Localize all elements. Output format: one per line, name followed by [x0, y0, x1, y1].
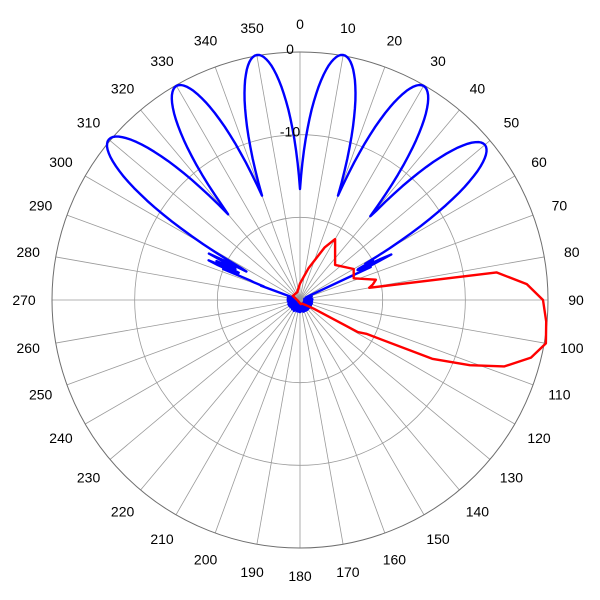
angle-spoke — [140, 299, 301, 491]
angle-tick-label: 90 — [568, 292, 584, 308]
angle-spoke — [175, 299, 301, 515]
angle-tick-label: 160 — [383, 551, 407, 567]
angle-spoke — [55, 256, 301, 301]
angle-spoke — [299, 299, 386, 534]
angle-spoke — [109, 299, 301, 460]
angle-tick-label: 150 — [426, 531, 450, 547]
angle-tick-label: 80 — [564, 244, 580, 260]
angle-tick-label: 10 — [340, 20, 356, 36]
angle-spoke — [299, 55, 344, 301]
angle-spoke — [299, 299, 491, 460]
angle-spoke — [256, 299, 301, 545]
angle-tick-label: 240 — [49, 430, 73, 446]
angle-tick-label: 200 — [194, 551, 218, 567]
angle-tick-label: 320 — [111, 81, 135, 97]
angle-tick-label: 40 — [470, 81, 486, 97]
angle-tick-label: 110 — [548, 386, 571, 402]
series-layer — [105, 53, 548, 368]
angle-spoke — [299, 299, 545, 344]
angle-tick-label: 310 — [77, 115, 101, 131]
angle-tick-label: 70 — [552, 198, 568, 214]
angle-tick-label: 230 — [77, 469, 101, 485]
angle-tick-label: 330 — [150, 53, 174, 69]
angle-tick-label: 100 — [560, 340, 584, 356]
angle-tick-label: 270 — [12, 292, 36, 308]
angle-spoke — [214, 299, 301, 534]
radial-ring — [51, 51, 549, 549]
angle-spoke — [109, 140, 301, 301]
angle-tick-label: 180 — [288, 568, 312, 584]
polar-grid — [51, 51, 549, 549]
angle-tick-label: 170 — [336, 564, 360, 580]
radial-tick-label: -10 — [280, 124, 300, 140]
angle-tick-label: 300 — [49, 154, 73, 170]
angle-tick-label: 220 — [111, 503, 135, 519]
angle-spoke — [256, 55, 301, 301]
angle-tick-label: 290 — [29, 198, 53, 214]
angle-tick-label: 280 — [17, 244, 41, 260]
angle-tick-label: 60 — [531, 154, 547, 170]
radial-tick-label: 0 — [286, 41, 294, 57]
radial-tick-labels: 0 -10 — [280, 41, 300, 140]
angle-tick-label: 250 — [29, 386, 53, 402]
angle-tick-label: 50 — [504, 115, 520, 131]
angle-tick-label: 140 — [466, 503, 490, 519]
angle-spoke — [299, 85, 425, 301]
angle-tick-label: 210 — [150, 531, 174, 547]
angle-tick-label: 130 — [500, 469, 524, 485]
radial-ring — [216, 216, 384, 384]
angle-spoke — [299, 109, 460, 301]
angle-tick-label: 260 — [17, 340, 41, 356]
angle-spoke — [299, 299, 344, 545]
angle-spoke — [299, 256, 545, 301]
angle-tick-label: 190 — [240, 564, 264, 580]
series-red-line — [291, 237, 548, 368]
radial-ring — [134, 134, 466, 466]
angle-spoke — [299, 214, 534, 301]
angle-spoke — [299, 175, 515, 301]
angle-tick-labels: 0 10 20 30 40 50 60 70 80 90 100 110 120 130 140 150 160… — [12, 16, 584, 584]
angle-tick-label: 340 — [194, 33, 218, 49]
angle-tick-label: 350 — [240, 20, 264, 36]
angle-tick-label: 20 — [387, 33, 403, 49]
angle-spoke — [299, 299, 460, 491]
angle-spoke — [299, 299, 534, 386]
angle-tick-label: 120 — [527, 430, 551, 446]
angle-spoke — [175, 85, 301, 301]
angle-spoke — [55, 299, 301, 344]
angle-tick-label: 0 — [296, 16, 304, 32]
angle-spoke — [85, 299, 301, 425]
angle-spoke — [66, 299, 301, 386]
angle-spoke — [299, 140, 491, 301]
angle-spoke — [299, 299, 425, 515]
angle-tick-label: 30 — [430, 53, 446, 69]
series-blue-line — [105, 53, 488, 314]
